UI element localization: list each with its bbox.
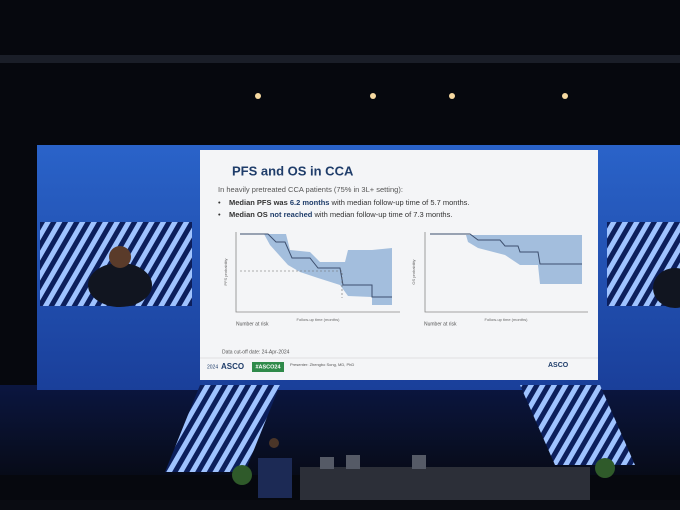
speaker-left — [88, 263, 152, 307]
plant — [595, 458, 615, 478]
x-axis-label: Follow-up time (months) — [485, 317, 529, 322]
footer-logo: ASCO — [548, 362, 569, 369]
bullet-text: Median OS not reached with median follow… — [229, 210, 452, 219]
bullet-text: Median PFS was 6.2 months with median fo… — [229, 198, 470, 207]
truss — [0, 55, 680, 63]
meeting-logo: ASCO — [221, 362, 244, 371]
pfs-plot: PFS probability Follow-up time (months) — [223, 232, 400, 322]
slide-title: PFS and OS in CCA — [232, 163, 354, 178]
hashtag: #ASCO24 — [255, 364, 281, 370]
light-wall-left — [165, 385, 280, 472]
bullet-end: with median follow-up time of 7.3 months… — [312, 210, 452, 219]
x-axis-label: Follow-up time (months) — [297, 317, 341, 322]
presenter: Presenter: Zhengbo Song, MD, PhD — [290, 362, 354, 367]
risk-label: Number at risk — [424, 321, 457, 327]
bullet: • — [218, 210, 221, 219]
bullet-bold: 6.2 months — [290, 198, 330, 207]
stage-lights — [255, 93, 568, 99]
risk-label: Number at risk — [236, 321, 269, 327]
speaker-right — [653, 268, 680, 308]
hashtag-box — [252, 362, 284, 372]
bullet-start: Median OS — [229, 210, 270, 219]
panel-table — [300, 467, 590, 500]
floor — [0, 500, 680, 510]
speaker-head — [109, 246, 131, 268]
cutoff: Data cut-off date: 24-Apr-2024 — [222, 349, 290, 355]
intro: In heavily pretreated CCA patients (75% … — [218, 185, 403, 194]
light-wall-right — [520, 385, 635, 465]
bullet-start: Median PFS was — [229, 198, 290, 207]
y-axis-label: OS probability — [411, 259, 416, 284]
bullet-bold: not reached — [270, 210, 313, 219]
meeting-year: 2024 — [207, 364, 218, 370]
bullet: • — [218, 198, 221, 207]
bullet-end: with median follow-up time of 5.7 months… — [329, 198, 469, 207]
podium — [258, 458, 292, 498]
person — [269, 438, 279, 448]
os-plot: OS probability Follow-up time (months) — [411, 232, 588, 322]
y-axis-label: PFS probability — [223, 258, 228, 285]
panelists — [320, 455, 426, 469]
plant — [232, 465, 252, 485]
